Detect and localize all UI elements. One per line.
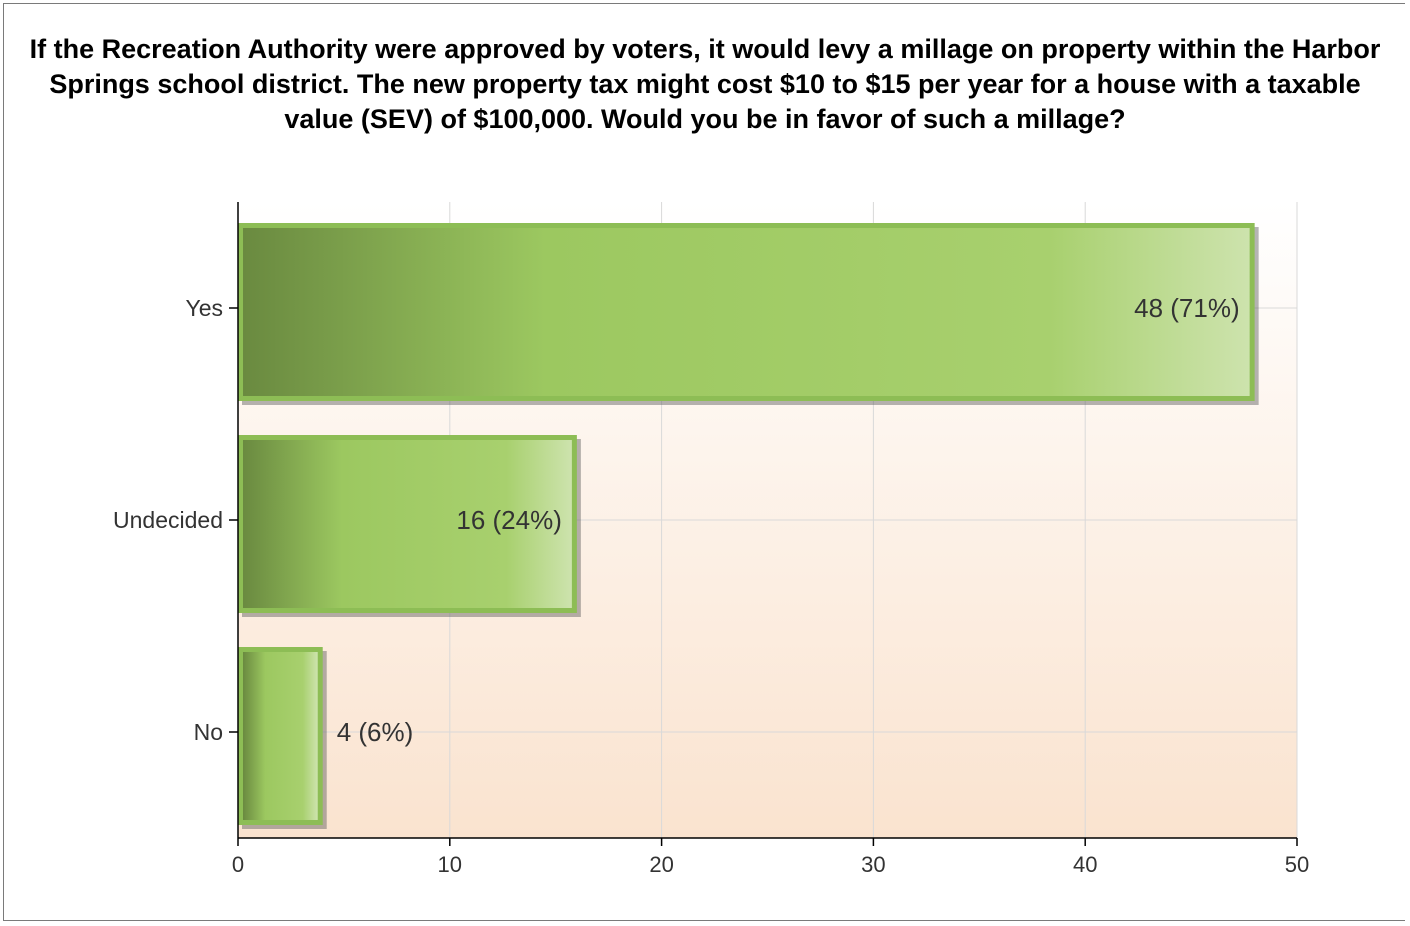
bar-no — [243, 652, 318, 820]
category-label: No — [194, 719, 223, 745]
bars — [238, 223, 1259, 829]
x-tick-label: 20 — [649, 852, 673, 877]
data-label: 16 (24%) — [456, 505, 562, 535]
x-tick-label: 0 — [232, 852, 244, 877]
x-tick-label: 10 — [438, 852, 462, 877]
data-label: 48 (71%) — [1134, 293, 1240, 323]
labels: 0 10 20 30 40 50 48 (71%) Yes 16 (24%) Undecided 4… — [113, 293, 1309, 877]
data-label: 4 (6%) — [337, 717, 414, 747]
x-tick-label: 30 — [861, 852, 885, 877]
chart-title: If the Recreation Authority were approve… — [29, 34, 1381, 134]
x-tick-label: 50 — [1285, 852, 1309, 877]
bar-undecided — [243, 440, 572, 608]
bar-yes — [243, 228, 1250, 396]
category-label: Undecided — [113, 507, 223, 533]
axes — [229, 202, 1298, 846]
x-tick-label: 40 — [1073, 852, 1097, 877]
category-label: Yes — [185, 295, 223, 321]
